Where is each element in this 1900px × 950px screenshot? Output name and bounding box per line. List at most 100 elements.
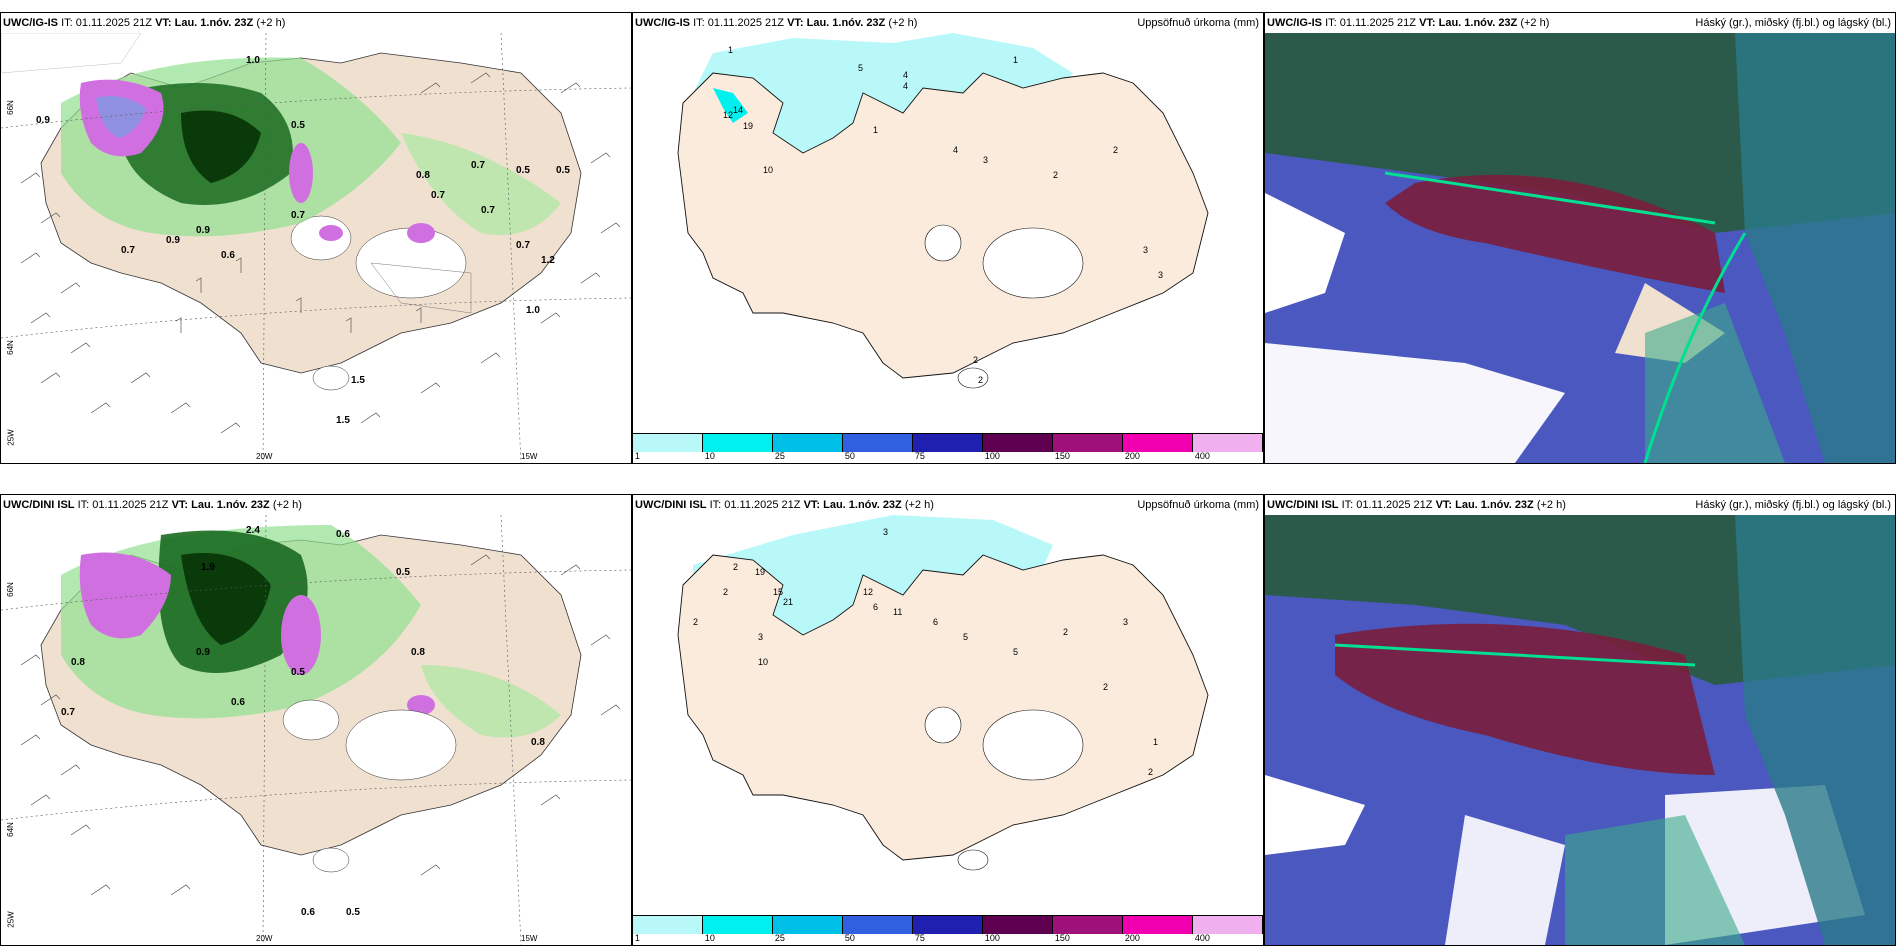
svg-text:0.9: 0.9 <box>166 235 180 246</box>
svg-text:4: 4 <box>903 70 908 80</box>
colorbar-swatch <box>983 916 1053 934</box>
colorbar-tick: 1 <box>634 451 640 461</box>
colorbar-tick: 50 <box>844 933 855 943</box>
svg-text:1: 1 <box>728 45 733 55</box>
lead-time: (+2 h) <box>256 17 286 29</box>
svg-text:0.8: 0.8 <box>416 170 430 181</box>
svg-text:1.5: 1.5 <box>351 375 365 386</box>
colorbar-swatch <box>703 434 773 452</box>
svg-text:3: 3 <box>1143 245 1148 255</box>
svg-text:0.7: 0.7 <box>61 707 75 718</box>
svg-text:1: 1 <box>1153 737 1158 747</box>
svg-text:0.5: 0.5 <box>346 907 360 918</box>
colorbar-swatch <box>773 434 843 452</box>
svg-text:3: 3 <box>758 632 763 642</box>
svg-text:6: 6 <box>933 617 938 627</box>
panel-header: UWC/IG-IS IT: 01.11.2025 21Z VT: Lau. 1.… <box>1265 13 1895 33</box>
colorbar-swatch <box>633 434 703 452</box>
svg-text:5: 5 <box>1013 647 1018 657</box>
panel-header: UWC/IG-IS IT: 01.11.2025 21Z VT: Lau. 1.… <box>1 13 631 33</box>
colorbar-tick: 1 <box>634 933 640 943</box>
wind-map-panel-bottom: UWC/DINI ISL IT: 01.11.2025 21Z VT: Lau.… <box>0 494 632 946</box>
precip-map-panel-bottom: UWC/DINI ISL IT: 01.11.2025 21Z VT: Lau.… <box>632 494 1264 946</box>
cloud-map-panel-bottom: UWC/DINI ISL IT: 01.11.2025 21Z VT: Lau.… <box>1264 494 1896 946</box>
svg-text:3: 3 <box>983 155 988 165</box>
svg-text:0.5: 0.5 <box>291 120 305 131</box>
colorbar-swatch <box>773 916 843 934</box>
colorbar-tick: 50 <box>844 451 855 461</box>
colorbar-tick: 100 <box>984 933 1000 943</box>
svg-text:4: 4 <box>953 145 958 155</box>
svg-text:0.6: 0.6 <box>301 907 315 918</box>
svg-text:2: 2 <box>1063 627 1068 637</box>
svg-text:3: 3 <box>1123 617 1128 627</box>
svg-text:0.9: 0.9 <box>36 115 50 126</box>
precip-map: 3 2 2 2 19 15 21 3 6 11 10 12 6 5 5 2 3 … <box>633 515 1263 915</box>
svg-text:5: 5 <box>858 63 863 73</box>
colorbar-tick: 10 <box>704 451 715 461</box>
svg-text:0.7: 0.7 <box>481 205 495 216</box>
svg-text:3: 3 <box>883 527 888 537</box>
svg-text:0.8: 0.8 <box>531 737 545 748</box>
colorbar-swatch <box>633 916 703 934</box>
panel-header: UWC/DINI ISL IT: 01.11.2025 21Z VT: Lau.… <box>1265 495 1895 515</box>
wind-barbs <box>20 72 621 434</box>
svg-text:0.7: 0.7 <box>121 245 135 256</box>
colorbar-tick: 400 <box>1194 451 1210 461</box>
svg-text:0.5: 0.5 <box>556 165 570 176</box>
colorbar-tick: 25 <box>774 933 785 943</box>
colorbar-tick: 75 <box>914 451 925 461</box>
svg-text:0.5: 0.5 <box>291 667 305 678</box>
colorbar-tick: 150 <box>1054 933 1070 943</box>
colorbar-tick: 100 <box>984 451 1000 461</box>
colorbar-swatch <box>843 434 913 452</box>
wind-map: 2.4 0.6 1.9 0.5 0.8 0.8 0.9 0.5 0.6 0.7 … <box>1 515 631 945</box>
colorbar-tick: 10 <box>704 933 715 943</box>
svg-text:2: 2 <box>733 562 738 572</box>
svg-text:2: 2 <box>723 587 728 597</box>
colorbar-swatch <box>913 916 983 934</box>
svg-text:1.0: 1.0 <box>246 55 260 66</box>
svg-text:0.6: 0.6 <box>221 250 235 261</box>
colorbar-swatch <box>703 916 773 934</box>
svg-text:6: 6 <box>873 602 878 612</box>
colorbar-swatch <box>1123 434 1193 452</box>
svg-text:0.9: 0.9 <box>196 647 210 658</box>
svg-text:2: 2 <box>1148 767 1153 777</box>
svg-text:2: 2 <box>1113 145 1118 155</box>
model-name: UWC/IG-IS <box>3 17 58 29</box>
svg-text:11: 11 <box>893 607 902 617</box>
colorbar-swatch <box>1193 916 1263 934</box>
colorbar-swatch <box>1123 916 1193 934</box>
colorbar-swatch <box>913 434 983 452</box>
svg-text:5: 5 <box>963 632 968 642</box>
colorbar-swatch <box>1053 916 1123 934</box>
colorbar-swatch <box>983 434 1053 452</box>
svg-text:2: 2 <box>1103 682 1108 692</box>
svg-text:0.5: 0.5 <box>396 567 410 578</box>
svg-text:4: 4 <box>903 81 908 91</box>
cloud-map-panel-top: UWC/IG-IS IT: 01.11.2025 21Z VT: Lau. 1.… <box>1264 12 1896 464</box>
svg-text:0.7: 0.7 <box>431 190 445 201</box>
svg-text:0.5: 0.5 <box>516 165 530 176</box>
svg-text:10: 10 <box>763 165 773 175</box>
panel-header: UWC/IG-IS IT: 01.11.2025 21Z VT: Lau. 1.… <box>633 13 1263 33</box>
svg-text:2: 2 <box>693 617 698 627</box>
svg-text:10: 10 <box>758 657 768 667</box>
svg-text:1.0: 1.0 <box>526 305 540 316</box>
precip-colorbar: 1 10 25 50 75 100 150 200 400 <box>633 433 1263 463</box>
init-time: 01.11.2025 21Z <box>75 17 152 29</box>
precip-map-panel-top: UWC/IG-IS IT: 01.11.2025 21Z VT: Lau. 1.… <box>632 12 1264 464</box>
svg-text:0.9: 0.9 <box>196 225 210 236</box>
svg-text:19: 19 <box>755 567 765 577</box>
svg-text:0.6: 0.6 <box>231 697 245 708</box>
cloud-title: Háský (gr.), miðský (fj.bl.) og lágský (… <box>1695 17 1891 29</box>
svg-text:1: 1 <box>1013 55 1018 65</box>
svg-text:12: 12 <box>723 110 733 120</box>
cloud-map <box>1265 515 1895 945</box>
svg-text:1: 1 <box>873 125 878 135</box>
colorbar-tick: 200 <box>1124 451 1140 461</box>
svg-text:12: 12 <box>863 587 873 597</box>
svg-text:1.5: 1.5 <box>336 415 350 426</box>
colorbar-tick: 200 <box>1124 933 1140 943</box>
